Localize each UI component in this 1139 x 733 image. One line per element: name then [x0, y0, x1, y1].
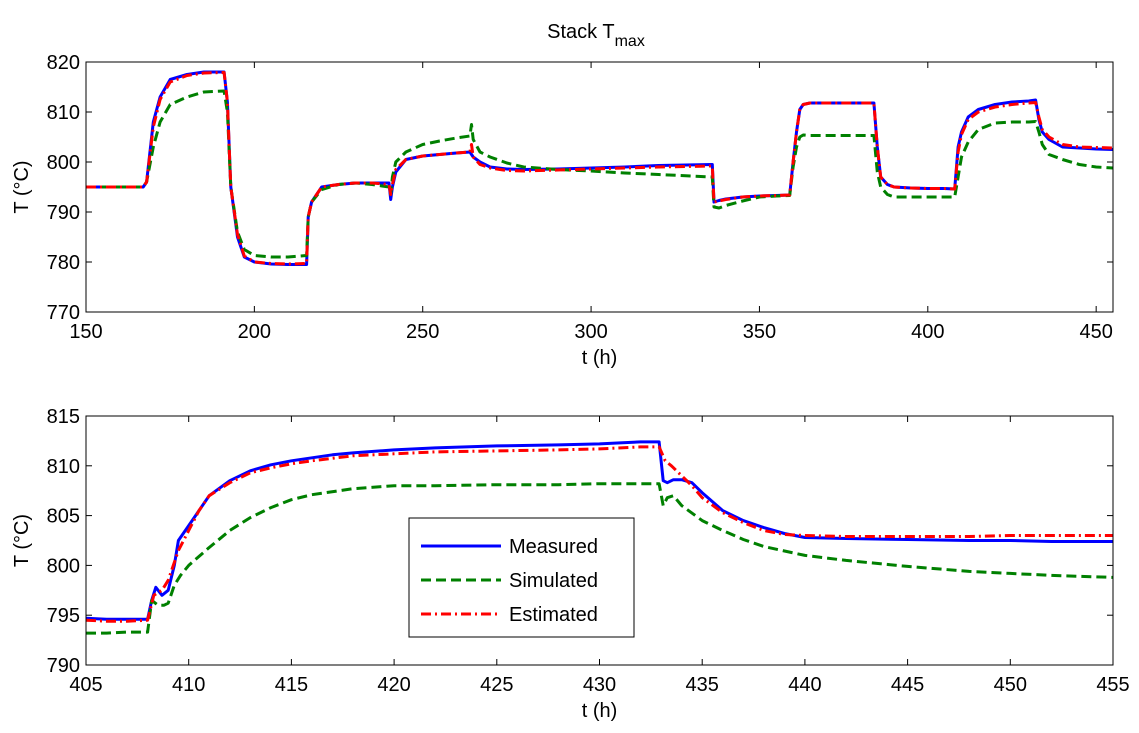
series-line-measured [86, 440, 1113, 621]
x-tick-label: 450 [994, 674, 1027, 696]
y-tick-label: 795 [47, 605, 80, 627]
x-axis-label: t (h) [582, 347, 618, 369]
chart-title-main: Stack T [547, 21, 614, 43]
x-tick-label: 200 [238, 321, 271, 343]
y-tick-label: 800 [47, 152, 80, 174]
x-tick-label: 450 [1079, 321, 1112, 343]
chart-title-subscript: max [615, 33, 645, 50]
legend-box [408, 517, 635, 638]
x-tick-label: 455 [1096, 674, 1129, 696]
x-tick-label: 415 [275, 674, 308, 696]
series-line-estimated [86, 445, 1113, 623]
y-tick-label: 780 [47, 252, 80, 274]
legend-label-simulated: Simulated [509, 570, 598, 592]
y-tick-label: 770 [47, 302, 80, 324]
x-tick-label: 420 [377, 674, 410, 696]
x-axis-label: t (h) [582, 700, 618, 722]
legend-label-measured: Measured [509, 536, 598, 558]
series-group [86, 70, 1113, 266]
legend-label-estimated: Estimated [509, 604, 598, 626]
x-tick-label: 425 [480, 674, 513, 696]
y-tick-label: 790 [47, 202, 80, 224]
series-line-estimated [86, 71, 1113, 266]
x-tick-label: 300 [574, 321, 607, 343]
x-tick-label: 400 [911, 321, 944, 343]
top-plot: 150 200 250 300 350 400 450 770 780 790 800 810 820 t… [11, 52, 1114, 369]
x-tick-label: 430 [583, 674, 616, 696]
x-tick-label: 350 [743, 321, 776, 343]
y-tick-label: 805 [47, 506, 80, 528]
series-line-simulated [86, 482, 1113, 635]
y-axis-label: T (°C) [11, 514, 33, 567]
x-tick-label: 150 [69, 321, 102, 343]
bottom-plot: 405 410 415 420 425 430 435 440 445 450 455 790 795 8… [11, 406, 1130, 722]
x-tick-label: 440 [788, 674, 821, 696]
series-group [86, 440, 1113, 635]
y-tick-label: 790 [47, 655, 80, 677]
axes-box [85, 61, 1114, 313]
y-tick-label: 810 [47, 102, 80, 124]
y-tick-label: 815 [47, 406, 80, 428]
series-line-simulated [86, 89, 1113, 259]
y-axis-label: T (°C) [11, 160, 33, 213]
x-tick-label: 410 [172, 674, 205, 696]
y-tick-label: 800 [47, 555, 80, 577]
y-tick-label: 810 [47, 456, 80, 478]
x-tick-label: 250 [406, 321, 439, 343]
x-tick-label: 445 [891, 674, 924, 696]
x-tick-label: 435 [686, 674, 719, 696]
chart-title: Stack Tmax [547, 21, 645, 50]
legend: Measured Simulated Estimated [408, 517, 635, 638]
y-tick-label: 820 [47, 52, 80, 74]
x-tick-label: 405 [69, 674, 102, 696]
